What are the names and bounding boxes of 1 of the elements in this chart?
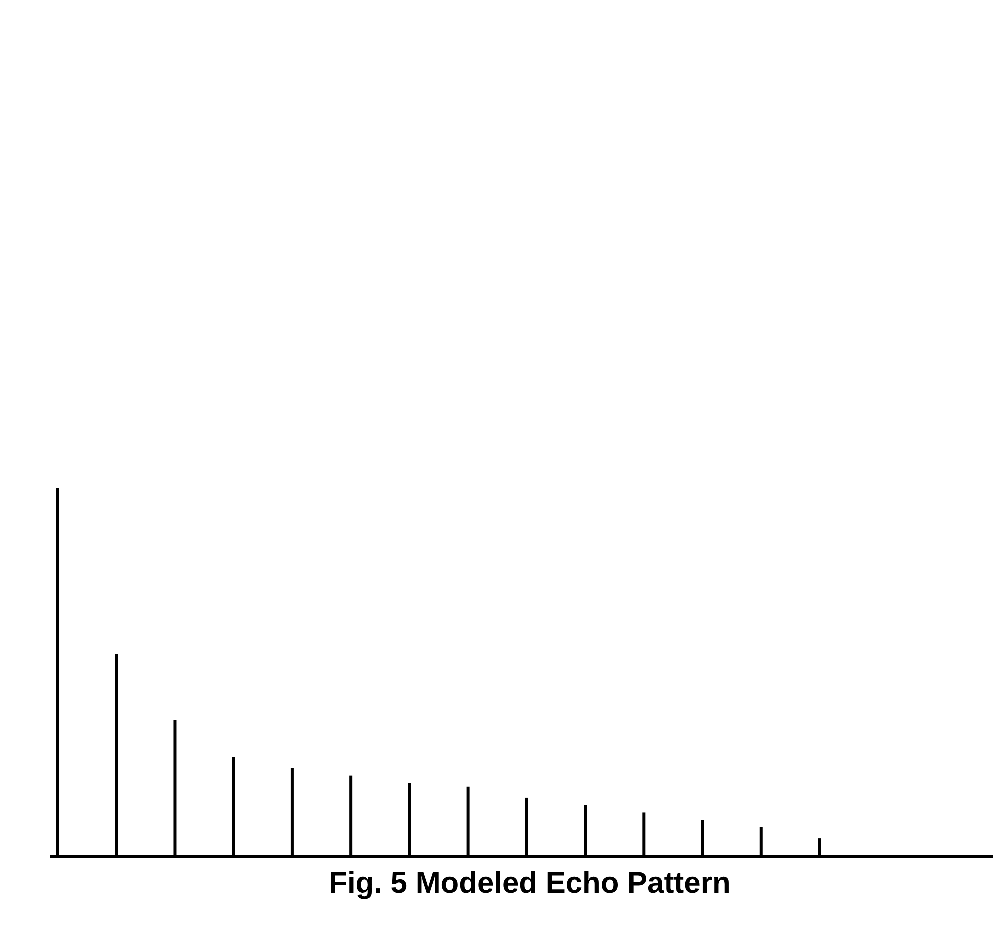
- text: Fig. 5 Modeled Echo Pattern: [329, 867, 731, 900]
